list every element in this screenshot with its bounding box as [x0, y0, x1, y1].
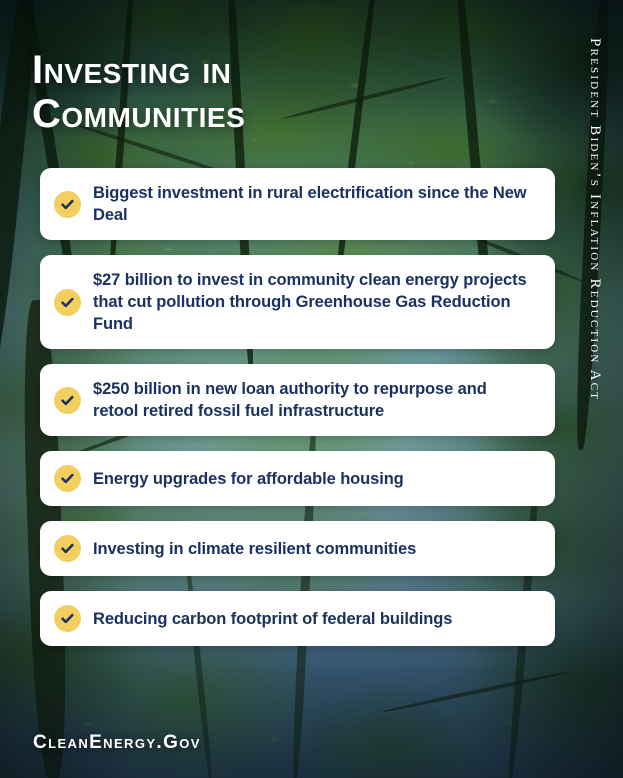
list-item-label: Energy upgrades for affordable housing [93, 469, 404, 488]
list-item[interactable]: $250 billion in new loan authority to re… [40, 364, 555, 436]
check-circle-icon [54, 535, 81, 562]
check-circle-icon [54, 605, 81, 632]
list-item-label: $250 billion in new loan authority to re… [93, 380, 487, 420]
footer-url[interactable]: CleanEnergy.Gov [33, 732, 201, 753]
list-item-label: $27 billion to invest in community clean… [93, 271, 527, 333]
list-item[interactable]: Biggest investment in rural electrificat… [40, 168, 555, 240]
list-item-label: Investing in climate resilient communiti… [93, 539, 417, 558]
list-item-label: Reducing carbon footprint of federal bui… [93, 609, 453, 628]
list-item[interactable]: Investing in climate resilient communiti… [40, 521, 555, 576]
check-circle-icon [54, 288, 81, 316]
check-circle-icon [54, 465, 81, 492]
side-rail-label: President Biden’s Inflation Reduction Ac… [587, 38, 603, 402]
list-item[interactable]: Energy upgrades for affordable housing [40, 451, 555, 506]
check-circle-icon [54, 190, 81, 218]
benefit-card-list: Biggest investment in rural electrificat… [40, 168, 555, 646]
side-rail: President Biden’s Inflation Reduction Ac… [569, 34, 623, 504]
list-item[interactable]: $27 billion to invest in community clean… [40, 255, 555, 349]
list-item-label: Biggest investment in rural electrificat… [93, 184, 527, 224]
list-item[interactable]: Reducing carbon footprint of federal bui… [40, 591, 555, 646]
check-circle-icon [54, 386, 81, 414]
page-title: Investing in Communities [32, 48, 246, 136]
